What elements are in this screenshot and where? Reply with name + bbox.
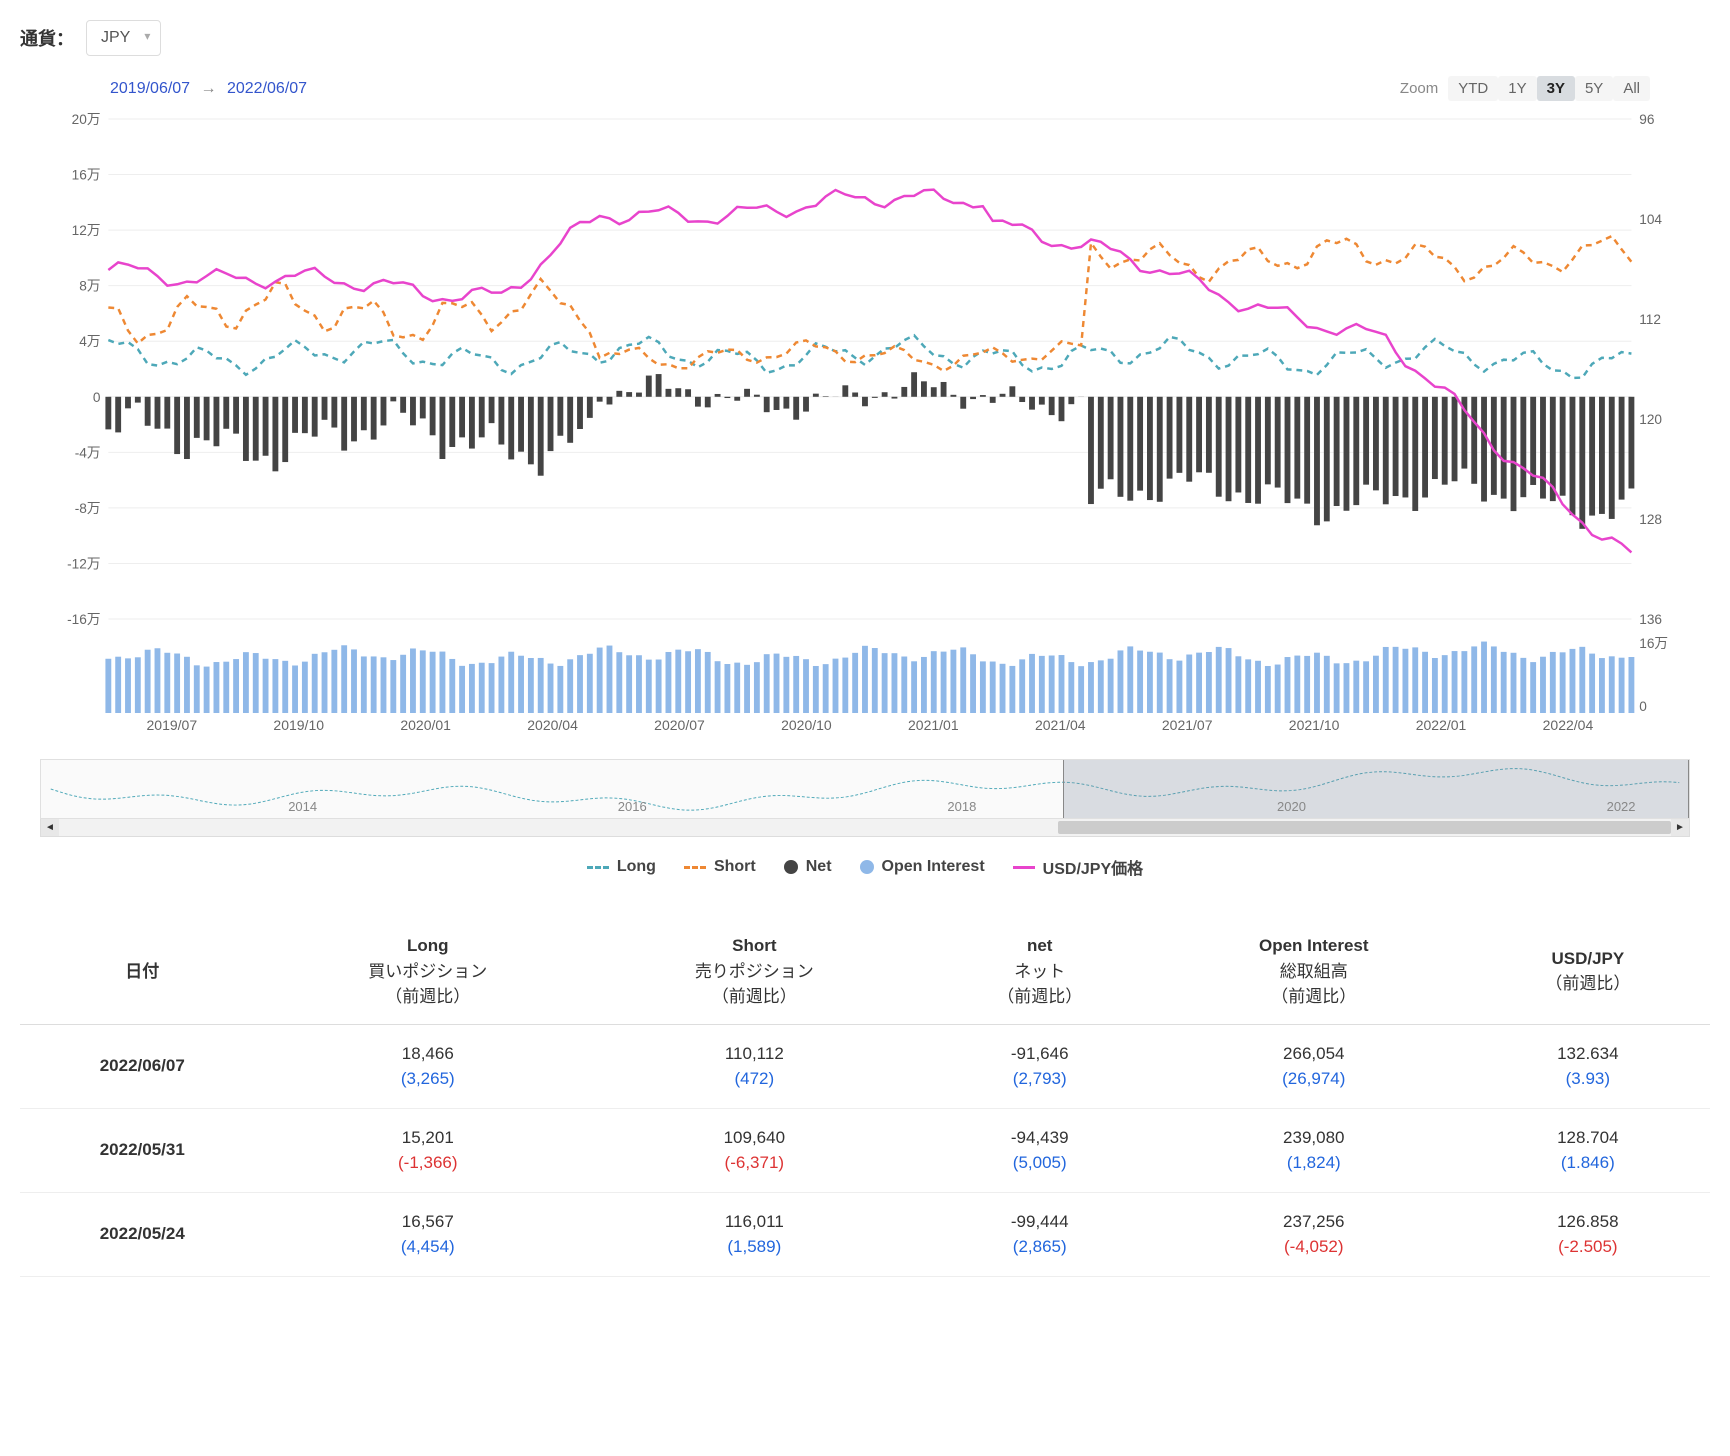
svg-text:20万: 20万	[72, 111, 101, 127]
table-cell: -91,646(2,793)	[918, 1024, 1162, 1108]
svg-text:136: 136	[1639, 611, 1662, 627]
svg-text:4万: 4万	[79, 333, 100, 349]
table-cell: 126.858(-2.505)	[1466, 1192, 1710, 1276]
scroll-track[interactable]	[59, 819, 1671, 836]
col-header: Open Interest総取組高（前週比）	[1162, 919, 1466, 1024]
table-cell: 266,054(26,974)	[1162, 1024, 1466, 1108]
zoom-1y[interactable]: 1Y	[1498, 76, 1536, 101]
svg-text:112: 112	[1639, 311, 1661, 327]
svg-text:16万: 16万	[1639, 635, 1668, 651]
table-row: 2022/05/31 15,201(-1,366) 109,640(-6,371…	[20, 1108, 1710, 1192]
navigator-chart[interactable]: 20142016201820202022	[40, 759, 1690, 819]
svg-text:-8万: -8万	[75, 500, 101, 516]
date-cell: 2022/05/31	[20, 1108, 265, 1192]
navigator-scrollbar[interactable]: ◄ ►	[40, 819, 1690, 837]
table-cell: 132.634(3.93)	[1466, 1024, 1710, 1108]
legend-oi[interactable]: Open Interest	[860, 855, 985, 879]
table-cell: 16,567(4,454)	[265, 1192, 592, 1276]
zoom-label: Zoom	[1400, 80, 1438, 97]
zoom-controls: Zoom YTD1Y3Y5YAll	[1400, 76, 1650, 101]
svg-text:12万: 12万	[72, 222, 101, 238]
main-chart[interactable]: -16万 -12万 -8万 -4万 0 4万 8万 12万 16万 20万 96 104 112 120 1…	[40, 109, 1690, 629]
date-cell: 2022/05/24	[20, 1192, 265, 1276]
col-header: USD/JPY（前週比）	[1466, 919, 1710, 1024]
svg-text:128: 128	[1639, 511, 1662, 527]
svg-text:16万: 16万	[72, 166, 101, 182]
legend-long[interactable]: Long	[587, 855, 656, 879]
svg-text:8万: 8万	[79, 278, 100, 294]
table-cell: -94,439(5,005)	[918, 1108, 1162, 1192]
legend: Long Short Net Open Interest USD/JPY価格	[20, 855, 1710, 879]
legend-short[interactable]: Short	[684, 855, 756, 879]
svg-text:-12万: -12万	[67, 555, 100, 571]
navigator-selection[interactable]	[1063, 760, 1689, 818]
currency-label: 通貨：	[20, 25, 74, 51]
data-table: 日付Long買いポジション（前週比）Short売りポジション（前週比）netネッ…	[20, 919, 1710, 1277]
col-header: 日付	[20, 919, 265, 1024]
table-cell: 116,011(1,589)	[591, 1192, 918, 1276]
svg-text:120: 120	[1639, 411, 1662, 427]
zoom-3y[interactable]: 3Y	[1537, 76, 1575, 101]
col-header: netネット（前週比）	[918, 919, 1162, 1024]
zoom-5y[interactable]: 5Y	[1575, 76, 1613, 101]
svg-text:96: 96	[1639, 111, 1655, 127]
legend-price[interactable]: USD/JPY価格	[1013, 855, 1143, 879]
table-cell: 128.704(1.846)	[1466, 1108, 1710, 1192]
zoom-ytd[interactable]: YTD	[1448, 76, 1498, 101]
svg-text:0: 0	[1639, 698, 1647, 713]
col-header: Long買いポジション（前週比）	[265, 919, 592, 1024]
scroll-thumb[interactable]	[1058, 821, 1671, 834]
arrow-right-icon: →	[201, 80, 217, 97]
oi-chart[interactable]: 16万 0	[40, 633, 1690, 713]
svg-text:0: 0	[93, 389, 101, 405]
table-cell: 237,256(-4,052)	[1162, 1192, 1466, 1276]
table-cell: -99,444(2,865)	[918, 1192, 1162, 1276]
table-row: 2022/05/24 16,567(4,454) 116,011(1,589) …	[20, 1192, 1710, 1276]
date-to: 2022/06/07	[227, 80, 307, 97]
table-cell: 109,640(-6,371)	[591, 1108, 918, 1192]
table-cell: 239,080(1,824)	[1162, 1108, 1466, 1192]
svg-text:-16万: -16万	[67, 611, 100, 627]
date-from: 2019/06/07	[110, 80, 190, 97]
currency-select[interactable]: JPY	[86, 20, 161, 56]
svg-text:104: 104	[1639, 211, 1662, 227]
table-cell: 15,201(-1,366)	[265, 1108, 592, 1192]
date-cell: 2022/06/07	[20, 1024, 265, 1108]
date-range[interactable]: 2019/06/07 → 2022/06/07	[110, 80, 307, 98]
table-row: 2022/06/07 18,466(3,265) 110,112(472) -9…	[20, 1024, 1710, 1108]
svg-text:-4万: -4万	[75, 444, 101, 460]
table-cell: 18,466(3,265)	[265, 1024, 592, 1108]
table-cell: 110,112(472)	[591, 1024, 918, 1108]
legend-net[interactable]: Net	[784, 855, 832, 879]
x-axis-labels: 2019/072019/102020/012020/042020/072020/…	[40, 717, 1690, 739]
zoom-all[interactable]: All	[1613, 76, 1650, 101]
col-header: Short売りポジション（前週比）	[591, 919, 918, 1024]
